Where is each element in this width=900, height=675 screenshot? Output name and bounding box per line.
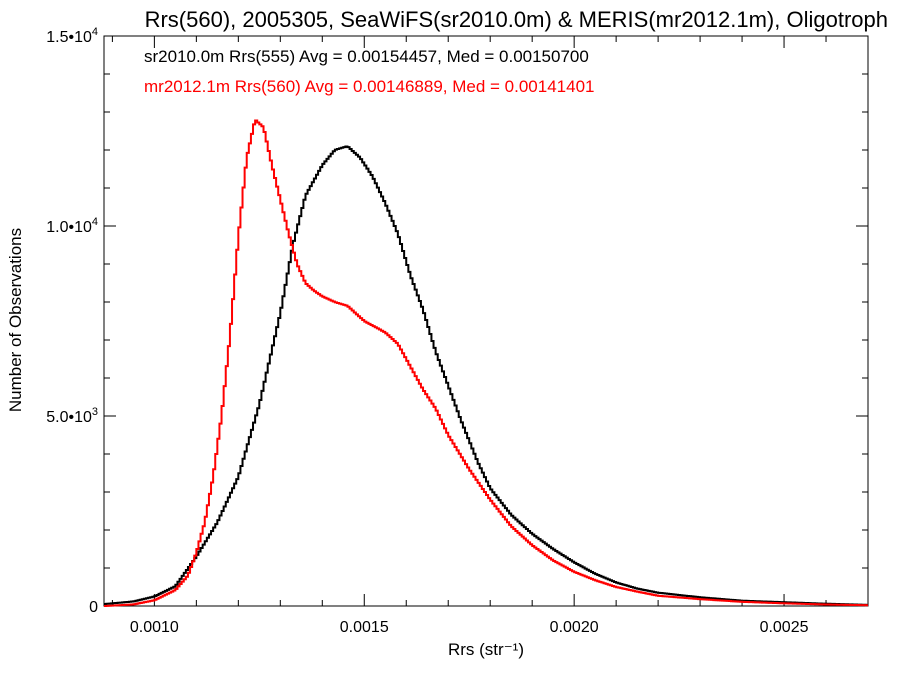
x-tick-label: 0.0020 — [550, 619, 599, 636]
legend-entry-meris: mr2012.1m Rrs(560) Avg = 0.00146889, Med… — [144, 77, 595, 96]
x-axis-label: Rrs (str⁻¹) — [448, 640, 524, 659]
series-layer — [104, 119, 868, 607]
series-line-seawifs — [104, 145, 868, 606]
chart-title: Rrs(560), 2005305, SeaWiFS(sr2010.0m) & … — [145, 7, 888, 32]
plot-frame — [103, 35, 869, 607]
y-tick-label: 1.5•104 — [46, 26, 98, 46]
y-axis-ticks: 0 5.0•103 1.0•104 1.5•104 — [46, 26, 868, 616]
x-tick-label: 0.0015 — [340, 619, 389, 636]
y-axis-label: Number of Observations — [6, 228, 25, 412]
x-axis-ticks: 0.0010 0.0015 0.0020 0.0025 — [111, 36, 869, 636]
y-tick-label: 1.0•104 — [46, 216, 98, 236]
x-tick-label: 0.0025 — [760, 619, 809, 636]
y-tick-label: 5.0•103 — [46, 406, 98, 426]
legend-entry-seawifs: sr2010.0m Rrs(555) Avg = 0.00154457, Med… — [144, 47, 589, 66]
series-line-meris — [104, 119, 868, 607]
x-tick-label: 0.0010 — [130, 619, 179, 636]
y-tick-label: 0 — [89, 599, 98, 616]
